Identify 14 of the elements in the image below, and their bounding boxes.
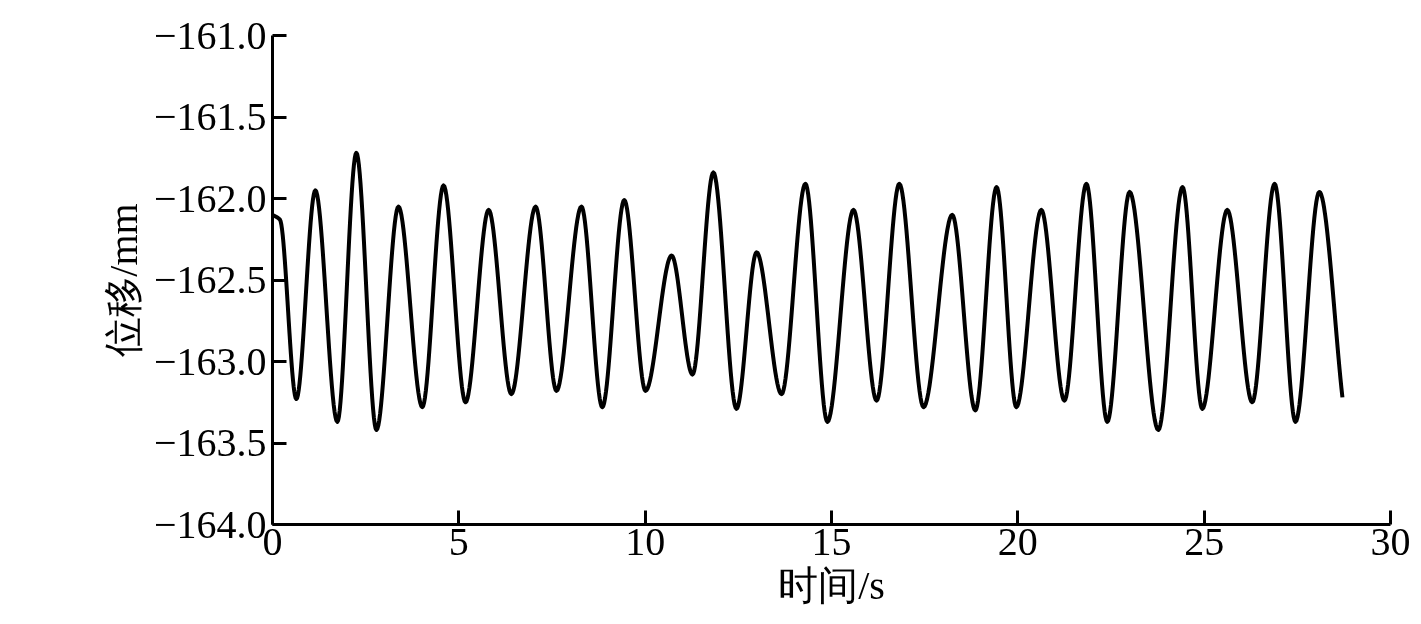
y-tick-label: −162.5	[153, 257, 267, 302]
y-tick-label: −163.5	[153, 420, 267, 465]
x-tick-label: 30	[1370, 518, 1411, 564]
x-tick-label: 10	[625, 518, 666, 564]
x-tick-label: 20	[997, 518, 1038, 564]
y-tick-label: −161.5	[153, 94, 267, 139]
x-tick-label: 25	[1184, 518, 1225, 564]
y-tick-label: −163.0	[153, 338, 267, 384]
y-axis-title: 位移/mm	[100, 203, 146, 357]
y-tick-label: −161.0	[153, 12, 267, 58]
x-tick-label: 5	[448, 518, 469, 564]
x-axis-title: 时间/s	[778, 562, 885, 608]
x-tick-label: 15	[811, 518, 852, 564]
y-tick-label: −162.0	[153, 175, 267, 221]
